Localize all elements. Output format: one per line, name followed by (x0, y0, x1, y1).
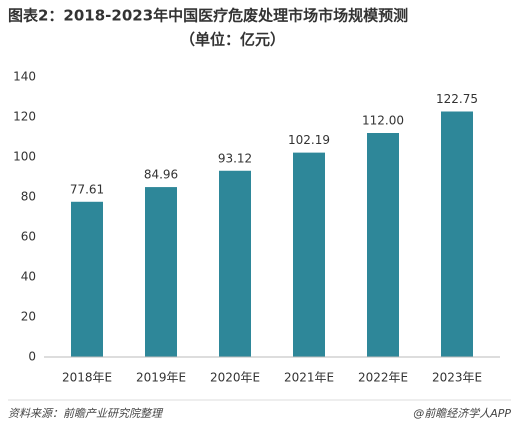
y-tick-label: 120 (13, 110, 36, 124)
x-tick-label: 2020年E (210, 371, 260, 385)
x-tick-label: 2021年E (284, 371, 334, 385)
x-tick-label: 2022年E (358, 371, 408, 385)
bar (145, 187, 177, 357)
x-tick-label: 2019年E (136, 371, 186, 385)
chart-title: 图表2：2018-2023年中国医疗危废处理市场市场规模预测 (8, 7, 408, 25)
value-label: 122.75 (436, 92, 478, 106)
bar (367, 133, 399, 357)
y-tick-label: 0 (28, 350, 36, 364)
chart-subtitle: （单位：亿元） (180, 31, 285, 49)
bar (219, 170, 251, 357)
bar (71, 201, 103, 357)
y-tick-label: 140 (13, 70, 36, 84)
y-tick-label: 60 (21, 230, 36, 244)
bar (441, 111, 473, 357)
y-tick-label: 20 (21, 310, 36, 324)
y-tick-label: 40 (21, 270, 36, 284)
bar (293, 152, 325, 357)
value-label: 102.19 (288, 133, 330, 147)
value-label: 84.96 (144, 168, 178, 182)
source: 资料来源：前瞻产业研究院整理 (8, 407, 164, 420)
value-label: 77.61 (70, 182, 104, 196)
x-tick-label: 2018年E (62, 371, 112, 385)
value-label: 112.00 (362, 114, 404, 128)
y-tick-label: 80 (21, 190, 36, 204)
x-tick-label: 2023年E (432, 371, 482, 385)
credit: @前瞻经济学人APP (413, 407, 511, 420)
y-tick-label: 100 (13, 150, 36, 164)
value-label: 93.12 (218, 151, 252, 165)
